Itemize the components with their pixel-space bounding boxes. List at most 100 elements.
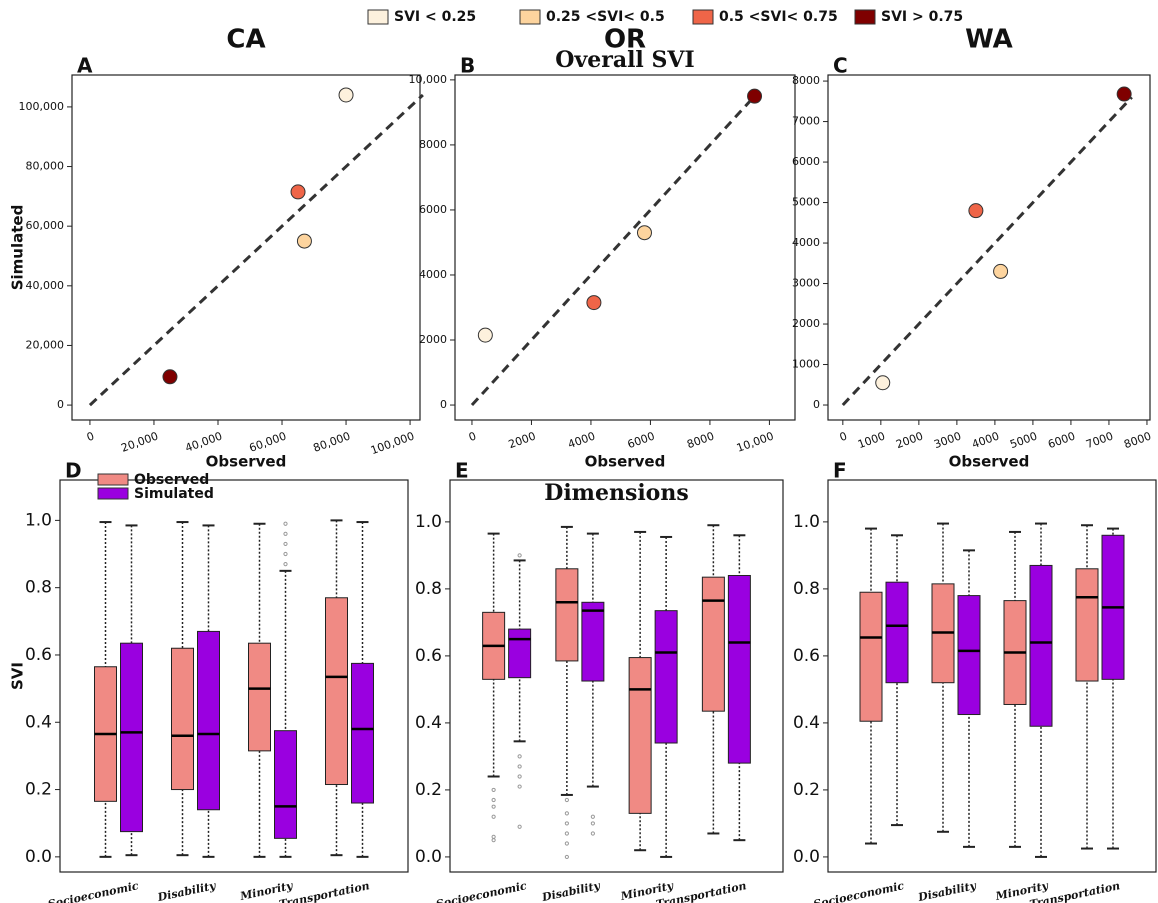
plot-frame [454,74,796,421]
x-tick-label: Socioeconomic [435,879,528,903]
y-tick-label: 7000 [792,115,820,128]
y-tick-label: 6000 [792,155,820,168]
legend-swatch [692,9,714,25]
x-tick-label: 80,000 [311,429,352,454]
box [325,597,348,786]
panel-letter: F [833,459,847,483]
y-tick-label: 5000 [792,196,820,209]
y-tick-label: 3000 [792,277,820,290]
outlier [564,797,569,803]
outlier [517,784,522,789]
plot-frame [71,74,421,421]
y-tick-label: 1.0 [25,510,52,530]
x-tick-label: 40,000 [183,429,224,454]
box [581,601,605,682]
y-tick-label: 0.4 [25,712,52,732]
point [875,375,891,391]
legend-swatch [519,9,541,25]
box [274,730,297,839]
legend-label: 0.5 <SVI< 0.75 [719,9,838,25]
x-tick-label: 4000 [970,429,1001,451]
x-tick-label: 7000 [1084,429,1115,451]
y-tick-label: 2000 [419,333,447,346]
x-tick-label: 0 [838,429,849,444]
x-tick-label: Disability [540,879,603,903]
y-tick-label: 0.2 [415,780,442,800]
legend-label: 0.25 <SVI< 0.5 [546,9,665,25]
panel-subtitle: Overall SVI [555,47,694,73]
point [586,295,602,311]
y-tick-label: 60,000 [26,219,65,232]
y-tick-label: 8000 [419,138,447,151]
y-tick-label: 0 [440,398,447,411]
panel-letter: A [77,54,93,78]
box [727,574,751,764]
y-tick-label: 2000 [792,317,820,330]
outlier [517,754,522,759]
box [508,628,532,679]
y-tick-label: 0.4 [793,713,820,733]
x-axis-label: Observed [949,453,1030,471]
panel-letter: E [455,459,469,483]
x-tick-label: 0 [85,429,96,444]
y-tick-label: 0.8 [415,579,442,599]
outlier [564,811,569,816]
x-axis-label: Observed [585,453,666,471]
outlier [491,838,496,843]
x-tick-label: 0 [467,429,478,444]
x-tick-label: 8000 [1122,429,1153,451]
y-tick-label: 80,000 [26,160,65,173]
x-tick-label: Disability [156,879,219,903]
y-tick-label: 0.4 [415,713,442,733]
legend-swatch [854,9,876,25]
point [338,87,354,103]
y-tick-label: 0.0 [793,847,820,867]
y-tick-label: 20,000 [26,338,65,351]
point [162,369,178,385]
panel-title: WA [965,25,1013,55]
box [1075,568,1099,682]
x-tick-label: 60,000 [247,429,288,454]
y-tick-label: 0.8 [793,579,820,599]
y-tick-label: 10,000 [409,73,448,86]
y-tick-label: 1.0 [793,512,820,532]
outlier [590,831,595,836]
box [555,568,579,662]
outlier [590,814,595,819]
point [747,88,763,104]
legend-swatch [367,9,389,25]
x-tick-label: 10,000 [735,429,776,454]
outlier [491,787,496,793]
box [197,630,220,811]
outlier [491,797,496,803]
x-tick-label: 6000 [626,429,657,451]
box [248,642,271,752]
box [885,581,909,684]
y-tick-label: 0.0 [25,847,52,867]
plot-frame [827,74,1151,421]
point [636,225,652,241]
panel-letter: C [833,54,848,78]
point [477,327,493,343]
panel-title: Dimensions [544,480,689,506]
panel-letter: B [460,54,475,78]
y-tick-label: 0.2 [793,780,820,800]
y-tick-label: 0.6 [415,646,442,666]
outlier [491,814,496,819]
point [968,203,984,219]
box [957,595,981,716]
x-axis-label: Observed [206,453,287,471]
outlier [283,551,288,557]
x-tick-label: Disability [916,879,979,903]
box [654,610,678,744]
x-tick-label: 20,000 [119,429,160,454]
identity-line [88,93,424,407]
identity-line [470,95,756,407]
plot-frame [827,479,1157,873]
box [859,591,883,722]
y-tick-label: 40,000 [26,279,65,292]
outlier [283,562,288,567]
outlier [564,821,569,826]
x-tick-label: 100,000 [369,429,416,457]
